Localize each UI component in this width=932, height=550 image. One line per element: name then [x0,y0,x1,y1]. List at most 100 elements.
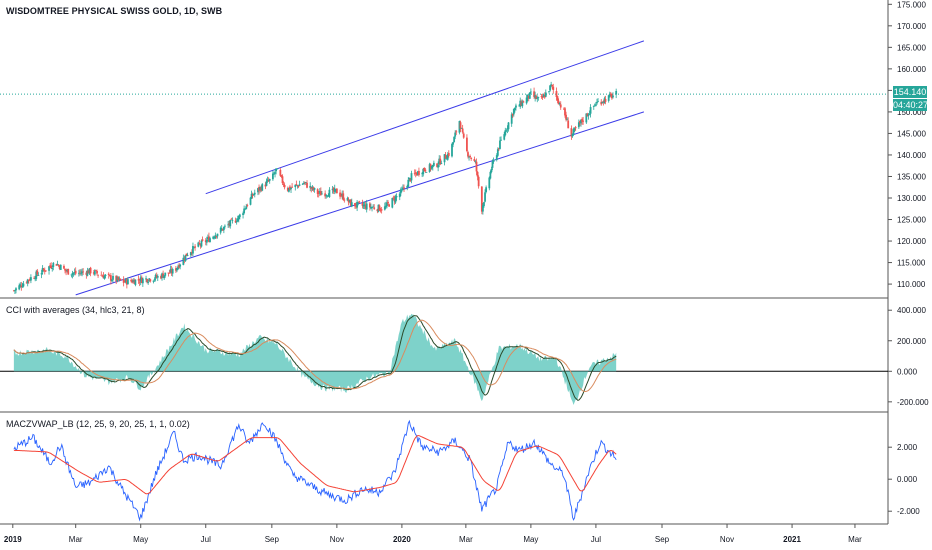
candle-body [430,166,433,169]
candle-body [101,275,104,277]
candle-body [507,122,510,130]
candle-body [371,207,373,209]
candle-body [305,182,307,183]
candle-body [512,108,515,115]
candle-body [145,278,147,280]
candle-body [421,173,424,175]
candle-body [41,267,44,273]
candle-body [585,113,588,123]
candle-body [36,270,39,275]
candle-body [495,155,498,161]
candle-body [220,228,223,230]
candle-body [162,273,165,278]
candle-body [200,240,203,247]
candle-body [596,101,598,104]
candle-body [186,255,189,256]
macz-indicator-label[interactable]: MACZVWAP_LB (12, 25, 9, 20, 25, 1, 1, 0.… [6,419,190,429]
candle-body [499,140,501,149]
candle-body [604,98,607,102]
candle-body [234,220,237,223]
candle-body [273,173,275,175]
candle-body [564,108,566,116]
candle-body [260,187,263,191]
candle-body [182,257,185,265]
candle-body [124,278,127,283]
candle-body [600,101,603,105]
channel-upper-line [205,40,645,195]
candle-body [413,172,416,174]
candle-body [122,279,125,283]
candle-body [380,209,383,211]
candle-body [194,246,196,248]
candle-body [347,199,350,203]
candle-body [221,228,224,231]
candle-body [410,173,413,181]
candle-body [37,275,40,276]
candle-body [109,275,112,281]
candle-body [298,184,301,186]
candle-body [342,193,345,200]
candle-body [280,175,283,177]
candle-body [500,139,502,141]
candle-body [198,243,201,244]
candle-body [409,178,412,181]
x-tick-label: Nov [330,535,344,544]
candle-body [536,97,539,99]
candle-body [301,183,304,185]
candle-body [183,259,186,260]
candle-body [318,191,321,193]
candle-body [14,290,16,291]
candle-body [556,96,559,101]
candle-body [294,184,297,188]
candle-body [95,270,97,272]
candle-body [477,176,480,187]
candle-body [612,95,614,98]
candle-body [535,96,538,99]
candle-body [131,281,134,283]
candle-body [178,265,180,268]
candle-body [79,271,81,273]
candle-body [19,284,22,287]
candle-body [572,129,575,135]
candle-body [74,270,77,274]
candle-body [403,187,405,189]
candle-body [520,101,523,106]
candle-body [275,168,278,172]
candle-body [544,92,547,97]
candle-body [563,108,565,110]
candle-body [257,188,259,193]
candle-body [102,275,105,279]
candle-body [264,184,267,187]
candle-body [350,202,353,207]
cci-indicator-label[interactable]: CCI with averages (34, hlc3, 21, 8) [6,305,145,315]
candle-body [592,105,595,107]
candle-body [58,265,61,270]
candle-body [581,119,583,122]
candle-body [432,162,435,166]
candle-body [219,227,222,233]
candle-body [244,208,247,210]
candle-body [286,187,289,191]
candle-body [422,169,425,175]
candle-body [378,205,381,211]
candle-body [610,94,613,99]
candle-body [453,136,456,143]
price-y-tick-label: 150.000 [897,108,926,117]
candle-body [492,159,495,162]
candle-body [461,128,464,133]
candle-body [49,265,52,267]
candle-body [179,264,182,267]
candle-body [313,187,316,190]
macz-y-tick-label: 2.000 [897,443,918,452]
candle-body [154,274,157,279]
candle-body [414,172,417,174]
candle-body [246,205,249,206]
candle-body [70,274,73,276]
candle-body [480,186,483,212]
candle-body [296,185,299,187]
candle-body [615,91,618,95]
candle-body [156,276,159,278]
candle-body [521,101,524,107]
candle-body [287,187,290,192]
